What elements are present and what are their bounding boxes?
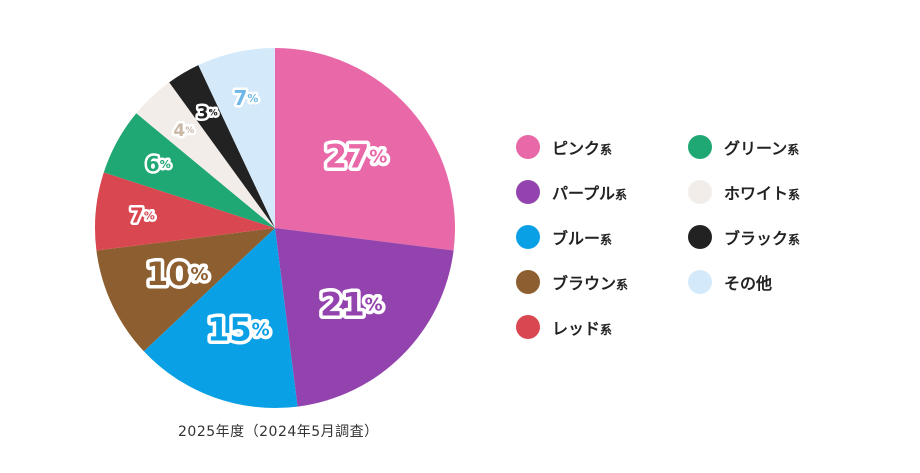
legend-item-brown: ブラウン系 <box>516 269 628 295</box>
legend-item-black: ブラック系 <box>688 224 800 250</box>
legend-item-green: グリーン系 <box>688 134 799 160</box>
legend-swatch <box>516 315 540 339</box>
legend-swatch <box>516 135 540 159</box>
pie-slice <box>96 228 275 352</box>
legend-swatch <box>516 225 540 249</box>
legend-label: ブルー系 <box>552 229 613 248</box>
legend-swatch <box>688 225 712 249</box>
legend-swatch <box>688 180 712 204</box>
slice-value-label: 27% <box>325 138 388 176</box>
legend-item-purple: パープル系 <box>516 179 627 205</box>
slice-value-label: 15% <box>207 311 270 349</box>
legend-label: その他 <box>724 274 773 293</box>
legend-swatch <box>688 270 712 294</box>
legend-label: ブラック系 <box>724 229 801 248</box>
slice-value-label: 7% <box>130 203 155 227</box>
legend-swatch <box>516 180 540 204</box>
pie-slice <box>136 82 275 228</box>
slice-value-label: 7% <box>233 86 258 110</box>
pie-slice <box>275 48 455 251</box>
legend-item-white: ホワイト系 <box>688 179 800 205</box>
pie-slice <box>103 113 275 228</box>
legend-item-blue: ブルー系 <box>516 224 612 250</box>
legend-item-other: その他 <box>688 269 772 295</box>
pie-slice <box>275 228 454 407</box>
legend-swatch <box>516 270 540 294</box>
legend-label: パープル系 <box>552 184 628 203</box>
slice-value-label: 10% <box>146 255 209 293</box>
legend-item-pink: ピンク系 <box>516 134 612 160</box>
slice-value-label: 6% <box>146 152 171 176</box>
legend-item-red: レッド系 <box>516 314 612 340</box>
legend-label: ピンク系 <box>552 139 613 158</box>
pie-slice <box>95 172 275 251</box>
slice-value-label: 3% <box>197 103 218 123</box>
pie-slice <box>198 48 275 228</box>
pie-slice <box>143 228 298 408</box>
chart-caption: 2025年度（2024年5月調査） <box>178 424 379 440</box>
pie-slice <box>169 65 275 228</box>
legend-label: ホワイト系 <box>724 184 801 203</box>
legend-swatch <box>688 135 712 159</box>
legend-label: ブラウン系 <box>552 274 629 293</box>
slice-value-label: 4% <box>173 121 194 141</box>
slice-value-label: 21% <box>320 285 383 323</box>
legend-label: グリーン系 <box>724 139 800 158</box>
legend-label: レッド系 <box>552 319 613 338</box>
